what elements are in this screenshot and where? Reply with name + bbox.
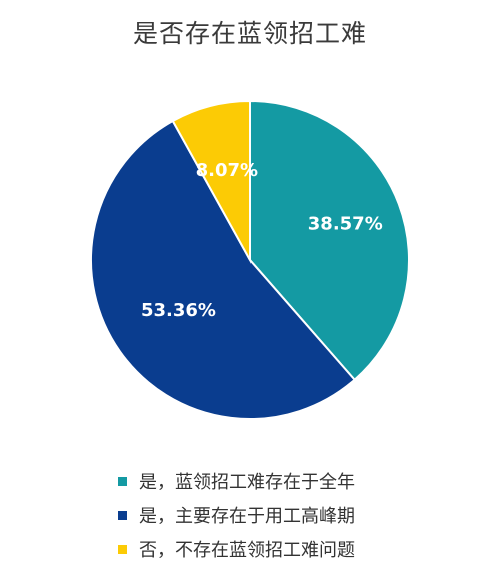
legend-swatch bbox=[118, 510, 127, 520]
pie-slice-2 bbox=[90, 119, 357, 420]
legend-item-peak-period: 是，主要存在于用工高峰期 bbox=[118, 498, 355, 532]
slice-label-2: 53.36% bbox=[141, 300, 216, 321]
legend-item-no-problem: 否，不存在蓝领招工难问题 bbox=[118, 532, 355, 566]
slice-label-1: 38.57% bbox=[308, 214, 383, 235]
legend-swatch bbox=[118, 476, 127, 486]
slice-label-3: 8.07% bbox=[196, 160, 258, 181]
legend-label: 是，主要存在于用工高峰期 bbox=[139, 506, 355, 527]
pie-slice-3 bbox=[171, 99, 251, 264]
legend-label: 是，蓝领招工难存在于全年 bbox=[139, 472, 355, 493]
legend: 是，蓝领招工难存在于全年 是，主要存在于用工高峰期 否，不存在蓝领招工难问题 bbox=[118, 464, 355, 566]
pie-slice-1 bbox=[249, 99, 410, 382]
pie-chart: 38.57% 53.36% 8.07% bbox=[90, 99, 410, 420]
legend-label: 否，不存在蓝领招工难问题 bbox=[139, 540, 355, 561]
legend-swatch bbox=[118, 544, 127, 554]
chart-title: 是否存在蓝领招工难 bbox=[132, 19, 367, 48]
legend-item-all-year: 是，蓝领招工难存在于全年 bbox=[118, 464, 355, 498]
